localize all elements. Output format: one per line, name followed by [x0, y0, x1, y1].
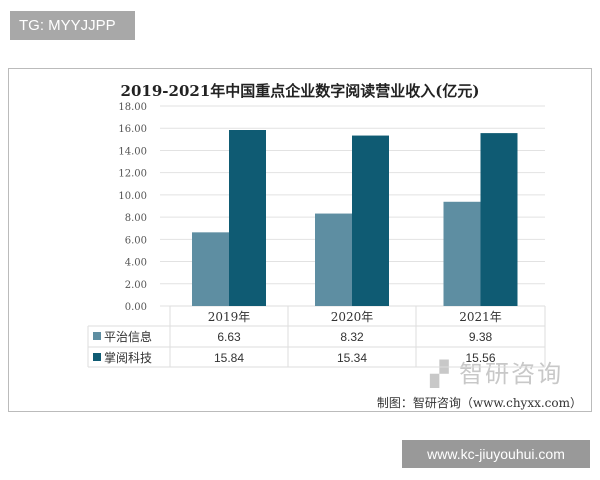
- bar-掌阅科技-2021年: [480, 133, 518, 306]
- y-tick-label: 16.00: [118, 124, 147, 135]
- watermark-logo: ▞ 智研咨询: [430, 361, 564, 388]
- bar-平治信息-2019年: [192, 232, 229, 306]
- y-tick-label: 10.00: [118, 191, 147, 202]
- y-tick-label: 2.00: [125, 280, 147, 291]
- chart-frame: [8, 68, 592, 412]
- y-tick-label: 14.00: [118, 146, 147, 157]
- table-value: 6.63: [217, 330, 241, 344]
- table-value: 15.56: [465, 351, 495, 365]
- chart-title: 2019-2021年中国重点企业数字阅读营业收入(亿元): [120, 82, 480, 100]
- y-tick-label: 18.00: [118, 102, 147, 113]
- x-tick-label: 2019年: [208, 310, 251, 324]
- y-tick-label: 0.00: [125, 302, 147, 313]
- legend-label: 掌阅科技: [104, 351, 152, 365]
- x-tick-label: 2021年: [459, 310, 502, 324]
- legend-label: 平治信息: [104, 329, 152, 344]
- legend-swatch: [93, 353, 101, 361]
- y-tick-label: 4.00: [125, 258, 147, 269]
- table-value: 15.84: [214, 351, 244, 365]
- bar-掌阅科技-2019年: [229, 130, 266, 306]
- source-note: 制图：智研咨询（www.chyxx.com）: [376, 396, 582, 410]
- table-value: 8.32: [340, 330, 364, 344]
- footer-tag: www.kc-jiuyouhui.com: [402, 440, 590, 468]
- x-tick-label: 2020年: [331, 310, 374, 324]
- y-tick-label: 12.00: [118, 169, 147, 180]
- bar-平治信息-2020年: [315, 213, 352, 306]
- y-tick-label: 6.00: [125, 235, 147, 246]
- legend-swatch: [93, 332, 101, 340]
- bar-平治信息-2021年: [443, 201, 481, 306]
- table-value: 9.38: [469, 330, 493, 344]
- y-tick-label: 8.00: [125, 213, 147, 224]
- bar-掌阅科技-2020年: [352, 135, 389, 306]
- table-value: 15.34: [337, 351, 367, 365]
- tg-badge: TG: MYYJJPP: [10, 11, 135, 40]
